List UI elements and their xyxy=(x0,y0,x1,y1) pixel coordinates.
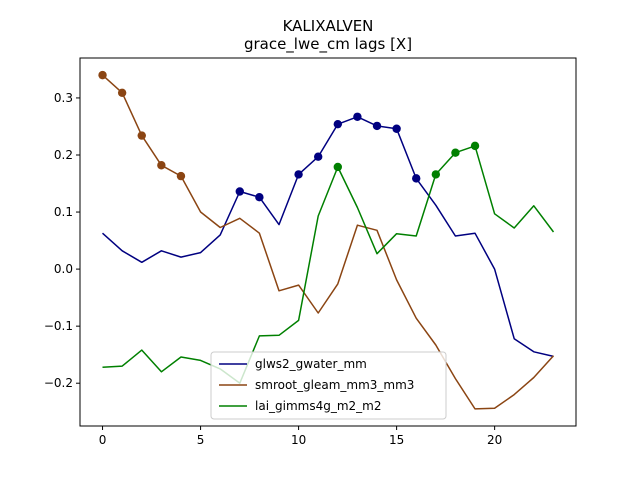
y-tick-label: 0.3 xyxy=(54,91,73,105)
y-tick-label: 0.0 xyxy=(54,262,73,276)
data-point-glws2_gwater_mm xyxy=(392,124,401,133)
y-tick-label: −0.1 xyxy=(44,319,73,333)
legend-label: lai_gimms4g_m2_m2 xyxy=(255,399,382,413)
data-point-smroot_gleam_mm3_mm3 xyxy=(117,88,127,98)
data-point-smroot_gleam_mm3_mm3 xyxy=(157,161,166,170)
y-tick-label: 0.1 xyxy=(54,205,73,219)
legend: glws2_gwater_mm smroot_gleam_mm3_mm3 lai_g… xyxy=(210,351,447,420)
legend-label: glws2_gwater_mm xyxy=(255,357,367,371)
data-point-lai_gimms4g_m2_m2 xyxy=(431,170,441,179)
data-point-glws2_gwater_mm xyxy=(372,121,382,131)
data-point-lai_gimms4g_m2_m2 xyxy=(470,141,480,151)
x-tick-label: 0 xyxy=(99,433,107,447)
data-point-lai_gimms4g_m2_m2 xyxy=(451,148,460,157)
data-point-glws2_gwater_mm xyxy=(353,112,362,121)
data-point-smroot_gleam_mm3_mm3 xyxy=(98,70,107,80)
data-point-glws2_gwater_mm xyxy=(313,152,323,161)
y-tick-label: 0.2 xyxy=(54,148,73,162)
x-axis: 0 5 10 15 20 xyxy=(99,426,502,447)
x-tick-label: 5 xyxy=(197,433,205,447)
data-point-smroot_gleam_mm3_mm3 xyxy=(137,131,146,140)
data-point-glws2_gwater_mm xyxy=(412,174,421,183)
plot-area-frame xyxy=(79,57,577,427)
data-point-smroot_gleam_mm3_mm3 xyxy=(176,171,186,181)
series-line-glws2_gwater_mm xyxy=(102,116,554,358)
y-tick-label: −0.2 xyxy=(44,376,73,390)
data-point-lai_gimms4g_m2_m2 xyxy=(333,162,343,172)
chart-subtitle: grace_lwe_cm lags [X] xyxy=(244,35,412,54)
x-tick-label: 10 xyxy=(291,433,306,447)
series-layer xyxy=(98,70,555,410)
x-tick-label: 20 xyxy=(487,433,502,447)
x-tick-label: 15 xyxy=(389,433,404,447)
legend-label: smroot_gleam_mm3_mm3 xyxy=(255,378,414,392)
legend-box xyxy=(210,351,447,420)
data-point-glws2_gwater_mm xyxy=(235,187,244,196)
data-point-glws2_gwater_mm xyxy=(294,170,303,179)
y-axis: −0.2 −0.1 0.0 0.1 0.2 0.3 xyxy=(44,91,80,390)
data-point-glws2_gwater_mm xyxy=(255,193,264,202)
data-point-glws2_gwater_mm xyxy=(333,119,343,129)
series-line-lai_gimms4g_m2_m2 xyxy=(102,145,555,384)
chart-title: KALIXALVEN xyxy=(283,17,374,35)
